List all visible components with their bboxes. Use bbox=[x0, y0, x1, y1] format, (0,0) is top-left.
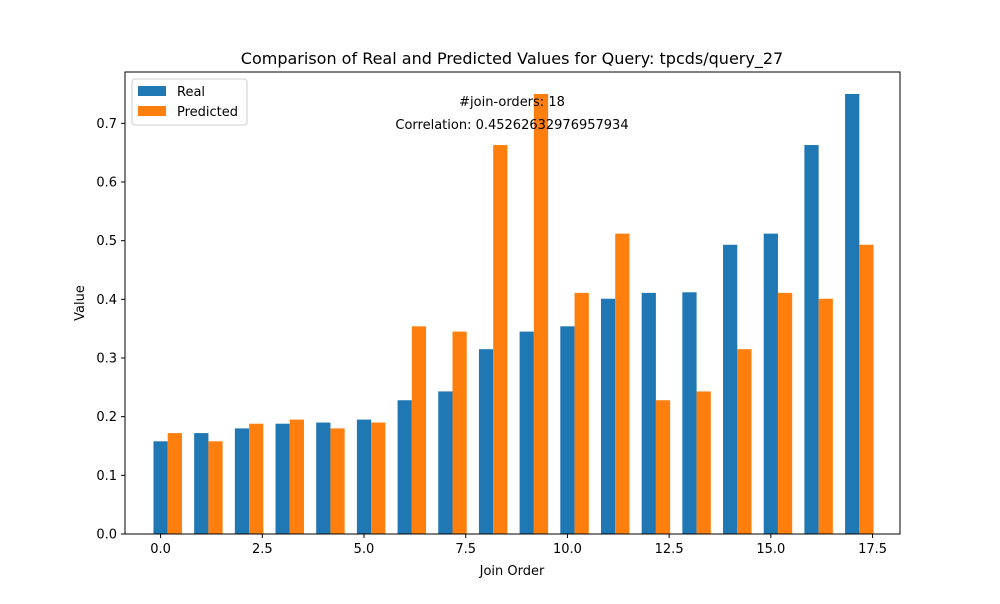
bar-real-1 bbox=[194, 433, 209, 534]
x-tick-label-1: 2.5 bbox=[252, 542, 273, 557]
bar-real-4 bbox=[316, 422, 331, 534]
y-tick-label-2: 0.2 bbox=[96, 410, 117, 425]
legend-label-predicted: Predicted bbox=[177, 105, 238, 120]
x-tick-label-0: 0.0 bbox=[150, 542, 171, 557]
bar-real-2 bbox=[234, 428, 250, 534]
x-tick-label-7: 17.5 bbox=[858, 542, 887, 557]
bar-predicted-5 bbox=[371, 422, 386, 534]
bar-real-8 bbox=[478, 349, 494, 534]
correlation-annotation: Correlation: 0.45262632976957934 bbox=[395, 118, 628, 133]
bar-predicted-12 bbox=[655, 400, 671, 534]
bar-real-17 bbox=[845, 94, 860, 534]
bar-real-12 bbox=[641, 292, 656, 534]
bar-real-13 bbox=[682, 292, 697, 534]
bar-predicted-13 bbox=[696, 391, 711, 534]
bar-real-3 bbox=[275, 423, 290, 534]
y-tick-label-6: 0.6 bbox=[96, 176, 117, 191]
y-axis-label: Value bbox=[73, 285, 88, 321]
bar-predicted-11 bbox=[615, 233, 630, 535]
bar-predicted-9 bbox=[533, 94, 549, 534]
bar-predicted-2 bbox=[249, 423, 264, 534]
bars-group bbox=[153, 94, 874, 535]
x-tick-label-4: 10.0 bbox=[553, 542, 582, 557]
y-tick-label-3: 0.3 bbox=[96, 352, 117, 367]
bar-predicted-1 bbox=[208, 441, 223, 534]
legend-swatch-real bbox=[138, 86, 166, 96]
bar-predicted-17 bbox=[859, 244, 874, 535]
x-tick-label-6: 15.0 bbox=[756, 542, 785, 557]
bar-real-7 bbox=[438, 391, 453, 534]
y-tick-label-0: 0.0 bbox=[96, 528, 117, 543]
bar-predicted-16 bbox=[818, 298, 833, 534]
bar-real-11 bbox=[600, 298, 616, 534]
bar-real-9 bbox=[519, 331, 534, 534]
bar-predicted-14 bbox=[737, 349, 752, 534]
bar-predicted-8 bbox=[493, 145, 508, 535]
y-tick-label-4: 0.4 bbox=[96, 293, 117, 308]
bar-predicted-7 bbox=[452, 331, 467, 534]
chart-title: Comparison of Real and Predicted Values … bbox=[241, 49, 783, 69]
x-axis-ticks: 0.0 2.5 5.0 7.5 10.0 12.5 15.0 17.5 bbox=[150, 534, 887, 557]
bar-real-15 bbox=[763, 233, 778, 535]
y-tick-label-7: 0.7 bbox=[96, 117, 117, 132]
bar-real-16 bbox=[804, 145, 819, 535]
x-axis-label: Join Order bbox=[479, 564, 545, 579]
bar-predicted-3 bbox=[289, 419, 305, 534]
bar-real-14 bbox=[723, 244, 738, 535]
plot-frame bbox=[124, 71, 901, 535]
bar-real-10 bbox=[560, 326, 575, 534]
bar-real-5 bbox=[356, 419, 372, 534]
x-tick-label-5: 12.5 bbox=[655, 542, 684, 557]
y-tick-label-1: 0.1 bbox=[96, 469, 117, 484]
x-tick-label-3: 7.5 bbox=[455, 542, 476, 557]
y-axis-ticks: 0.0 0.1 0.2 0.3 0.4 0.5 0.6 0.7 bbox=[96, 117, 125, 543]
bar-predicted-10 bbox=[574, 292, 589, 534]
join-orders-annotation: #join-orders: 18 bbox=[459, 95, 565, 110]
bar-predicted-15 bbox=[777, 292, 793, 534]
legend-swatch-predicted bbox=[138, 106, 166, 116]
legend: Real Predicted bbox=[131, 78, 248, 126]
bar-predicted-6 bbox=[411, 326, 427, 534]
y-tick-label-5: 0.5 bbox=[96, 234, 117, 249]
legend-label-real: Real bbox=[177, 85, 205, 100]
x-tick-label-2: 5.0 bbox=[354, 542, 375, 557]
bar-real-0 bbox=[153, 441, 168, 534]
bar-predicted-0 bbox=[167, 433, 182, 534]
bar-predicted-4 bbox=[330, 428, 345, 534]
bar-real-6 bbox=[397, 400, 412, 534]
